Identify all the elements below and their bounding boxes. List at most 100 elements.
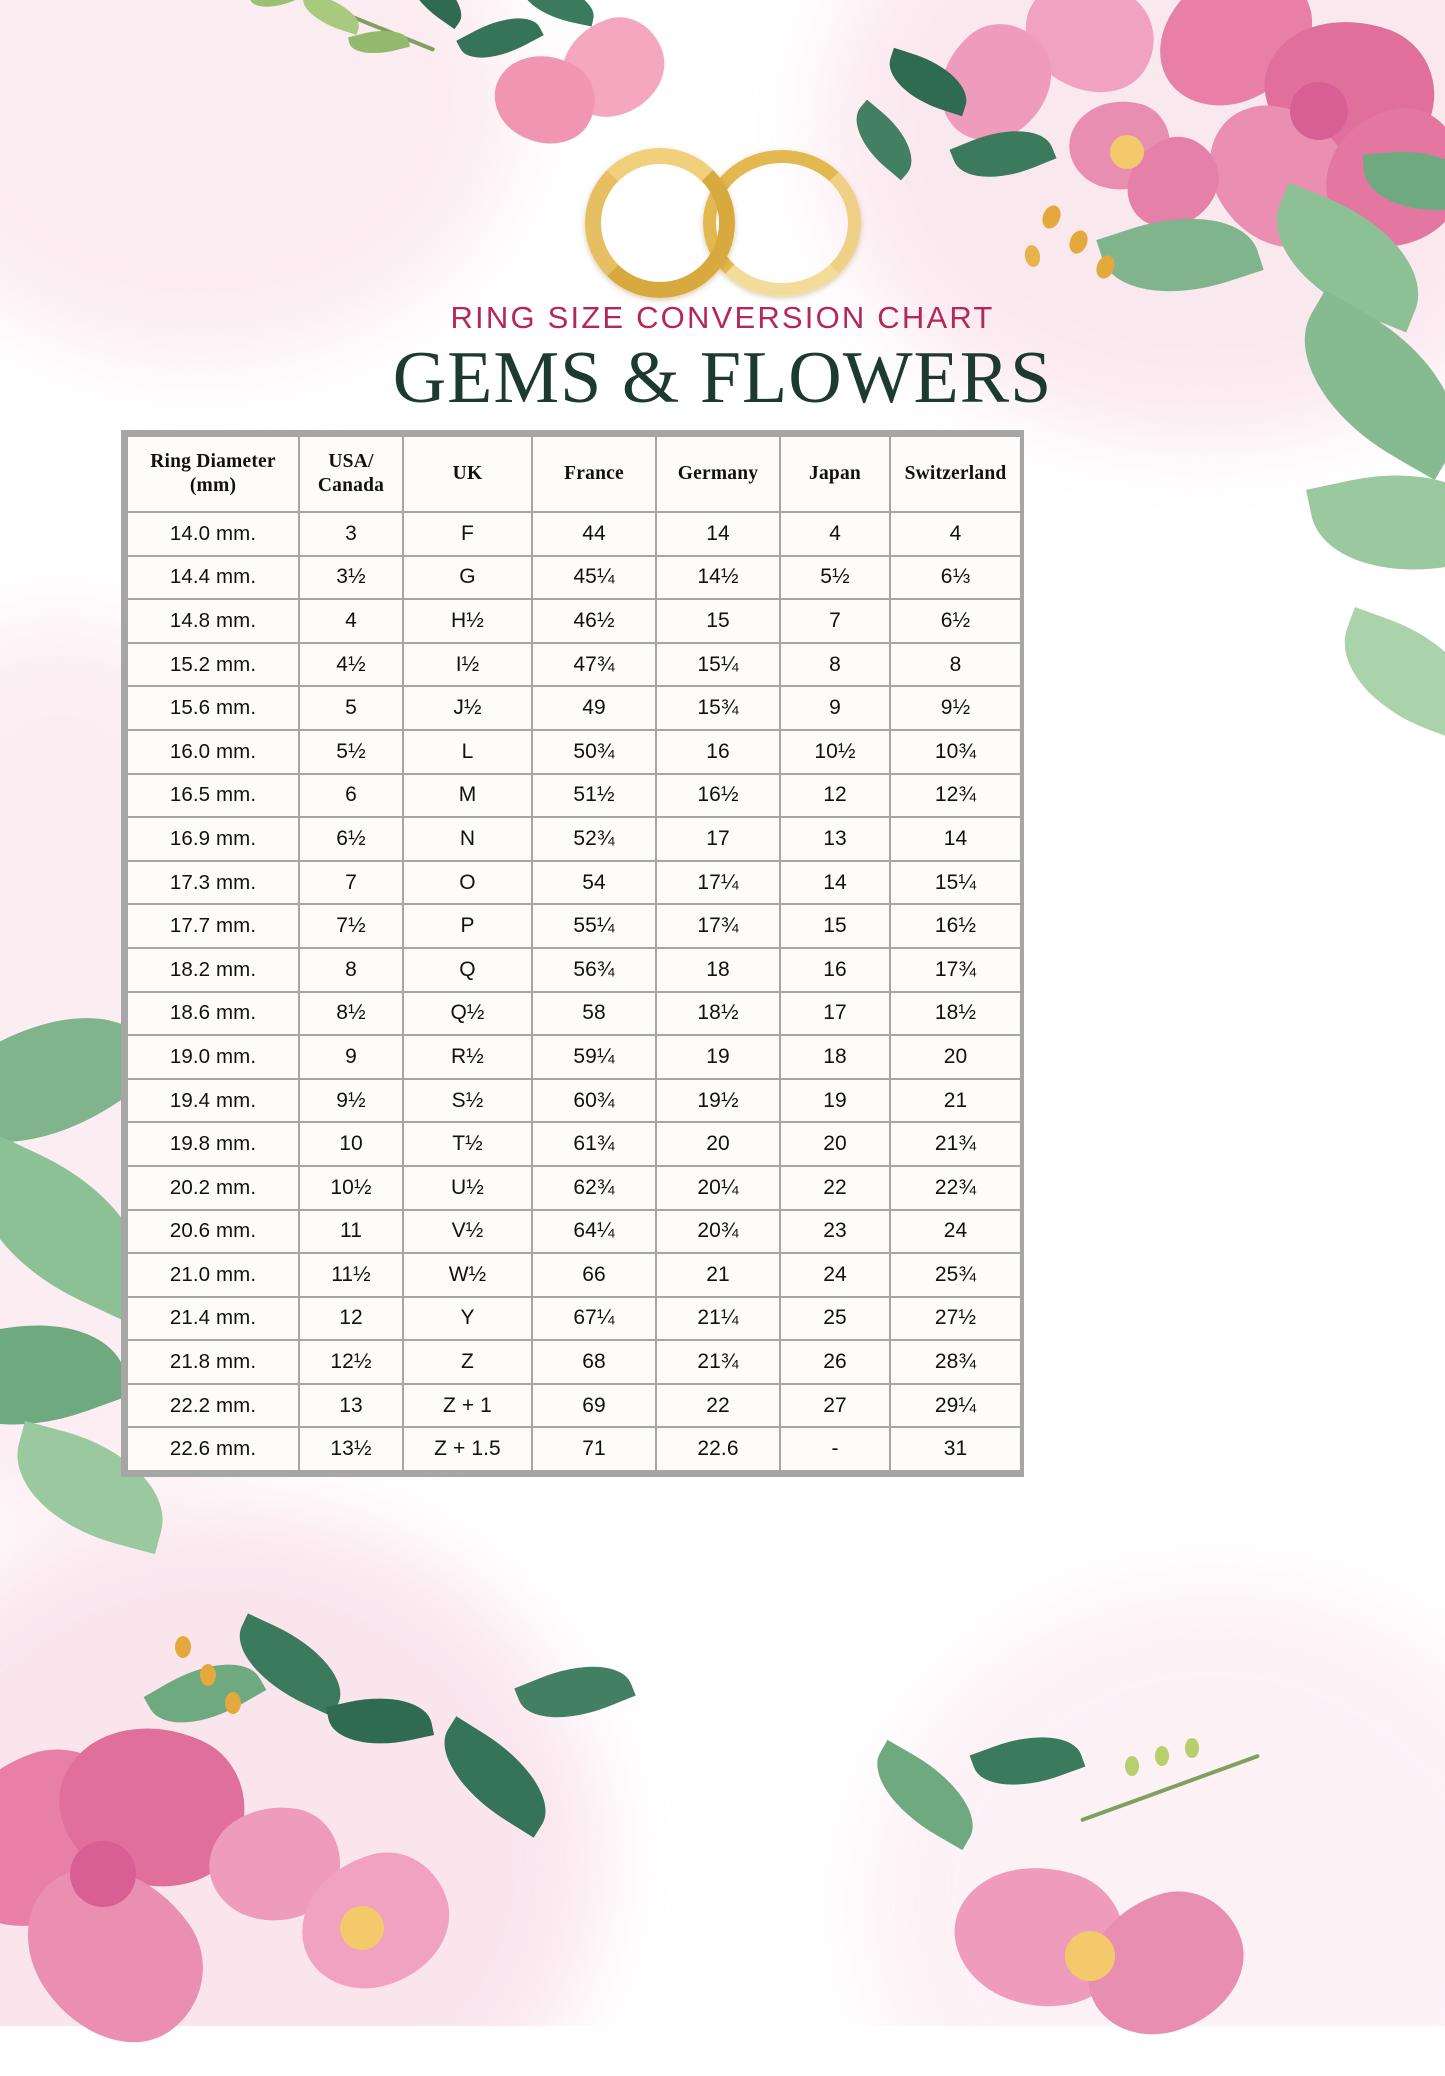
- column-header-usa-canada: USA/ Canada: [298, 435, 404, 513]
- table-cell: 12¾: [889, 772, 1022, 819]
- table-cell: 44: [531, 511, 657, 557]
- table-row: 19.4 mm. 9½ S½ 60¾ 19½ 19 21: [126, 1077, 1022, 1124]
- table-cell: Z + 1: [402, 1382, 533, 1429]
- flower-center-icon: [340, 1906, 384, 1950]
- table-cell: 18: [655, 946, 781, 993]
- flower-center-icon: [70, 1841, 136, 1907]
- table-cell: 11½: [298, 1252, 404, 1298]
- table-cell: 15.2 mm.: [126, 641, 300, 688]
- table-cell: 19: [655, 1034, 781, 1080]
- table-cell: -: [779, 1426, 891, 1473]
- table-cell: 21.0 mm.: [126, 1252, 300, 1298]
- berry-bud-icon: [1185, 1738, 1199, 1758]
- table-cell: 21¼: [655, 1295, 781, 1342]
- table-cell: 19.8 mm.: [126, 1121, 300, 1167]
- table-cell: 19½: [655, 1077, 781, 1124]
- table-cell: 17¾: [655, 903, 781, 949]
- table-row: 18.2 mm. 8 Q 56¾ 18 16 17¾: [126, 946, 1022, 993]
- table-row: 18.6 mm. 8½ Q½ 58 18½ 17 18½: [126, 990, 1022, 1037]
- table-cell: 9: [779, 685, 891, 731]
- table-cell: 11: [298, 1208, 404, 1255]
- table-cell: 68: [531, 1339, 657, 1385]
- table-cell: 24: [889, 1208, 1022, 1255]
- table-cell: 22: [779, 1164, 891, 1211]
- table-cell: 4: [889, 511, 1022, 557]
- berry-bud-icon: [1066, 227, 1091, 257]
- table-cell: 3: [298, 511, 404, 557]
- table-row: 21.8 mm. 12½ Z 68 21¾ 26 28¾: [126, 1339, 1022, 1385]
- table-cell: 20¾: [655, 1208, 781, 1255]
- table-row: 16.9 mm. 6½ N 52¾ 17 13 14: [126, 816, 1022, 862]
- table-cell: 22.6: [655, 1426, 781, 1473]
- table-cell: 56¾: [531, 946, 657, 993]
- table-cell: 16½: [655, 772, 781, 819]
- table-cell: 16.0 mm.: [126, 728, 300, 775]
- table-cell: 27: [779, 1382, 891, 1429]
- column-header-switzerland: Switzerland: [889, 435, 1022, 513]
- table-cell: 20: [779, 1121, 891, 1167]
- table-cell: 59¼: [531, 1034, 657, 1080]
- table-cell: W½: [402, 1252, 533, 1298]
- table-cell: 15¼: [889, 859, 1022, 906]
- berry-bud-icon: [1125, 1756, 1139, 1776]
- table-cell: 7½: [298, 903, 404, 949]
- floral-decoration-top-left: [230, 0, 678, 180]
- table-cell: 61¾: [531, 1121, 657, 1167]
- table-cell: 14: [779, 859, 891, 906]
- table-cell: 21.4 mm.: [126, 1295, 300, 1342]
- table-cell: 4: [298, 598, 404, 644]
- table-header-row: Ring Diameter (mm) USA/ Canada UK France…: [126, 435, 1022, 513]
- table-cell: 19.0 mm.: [126, 1034, 300, 1080]
- table-cell: Q½: [402, 990, 533, 1037]
- table-row: 20.6 mm. 11 V½ 64¼ 20¾ 23 24: [126, 1208, 1022, 1255]
- ring-size-conversion-table: Ring Diameter (mm) USA/ Canada UK France…: [126, 435, 1022, 1473]
- table-cell: 5½: [779, 554, 891, 601]
- table-cell: 9½: [298, 1077, 404, 1124]
- table-cell: 8: [889, 641, 1022, 688]
- table-cell: O: [402, 859, 533, 906]
- table-row: 19.8 mm. 10 T½ 61¾ 20 20 21¾: [126, 1121, 1022, 1167]
- table-cell: 13: [298, 1382, 404, 1429]
- table-cell: Z: [402, 1339, 533, 1385]
- table-cell: 17¼: [655, 859, 781, 906]
- leaf-icon: [1324, 607, 1445, 743]
- table-cell: 16: [655, 728, 781, 775]
- table-cell: 13½: [298, 1426, 404, 1473]
- table-cell: 14.4 mm.: [126, 554, 300, 601]
- table-cell: 20: [889, 1034, 1022, 1080]
- table-cell: 54: [531, 859, 657, 906]
- table-row: 17.7 mm. 7½ P 55¼ 17¾ 15 16½: [126, 903, 1022, 949]
- table-cell: 12: [779, 772, 891, 819]
- table-cell: 69: [531, 1382, 657, 1429]
- column-header-japan: Japan: [779, 435, 891, 513]
- table-cell: 14½: [655, 554, 781, 601]
- table-cell: 12: [298, 1295, 404, 1342]
- table-row: 22.2 mm. 13 Z + 1 69 22 27 29¼: [126, 1382, 1022, 1429]
- table-cell: 20.6 mm.: [126, 1208, 300, 1255]
- table-cell: Y: [402, 1295, 533, 1342]
- table-cell: 16.9 mm.: [126, 816, 300, 862]
- table-header: Ring Diameter (mm) USA/ Canada UK France…: [126, 435, 1022, 513]
- column-header-france: France: [531, 435, 657, 513]
- table-cell: 20¼: [655, 1164, 781, 1211]
- table-cell: 71: [531, 1426, 657, 1473]
- table-row: 21.0 mm. 11½ W½ 66 21 24 25¾: [126, 1252, 1022, 1298]
- table-cell: H½: [402, 598, 533, 644]
- table-cell: 62¾: [531, 1164, 657, 1211]
- table-cell: F: [402, 511, 533, 557]
- table-cell: 17: [779, 990, 891, 1037]
- table-cell: 12½: [298, 1339, 404, 1385]
- stem-icon: [1080, 1753, 1260, 1823]
- flower-center-icon: [1065, 1931, 1115, 1981]
- table-cell: L: [402, 728, 533, 775]
- table-cell: G: [402, 554, 533, 601]
- berry-bud-icon: [1039, 202, 1064, 232]
- table-cell: 55¼: [531, 903, 657, 949]
- column-header-ring-diameter: Ring Diameter (mm): [126, 435, 300, 513]
- flower-center-icon: [1110, 135, 1144, 169]
- leaf-icon: [841, 99, 927, 181]
- table-cell: 19.4 mm.: [126, 1077, 300, 1124]
- table-cell: 50¾: [531, 728, 657, 775]
- table-cell: 21¾: [655, 1339, 781, 1385]
- table-cell: 22: [655, 1382, 781, 1429]
